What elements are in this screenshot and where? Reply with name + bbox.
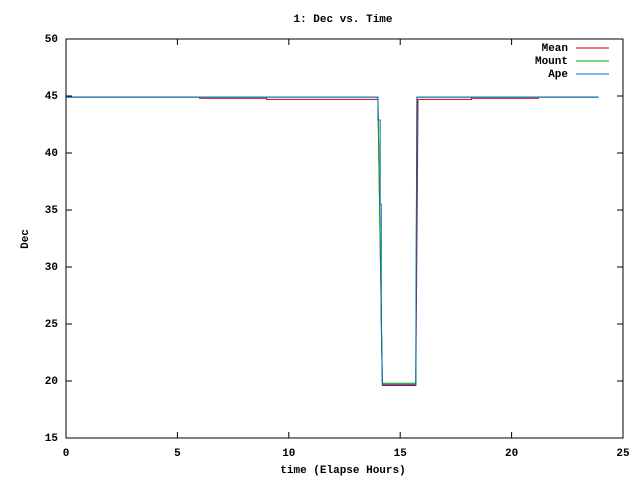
x-tick-label: 5 xyxy=(174,448,181,460)
series-line xyxy=(66,96,599,385)
x-tick-label: 20 xyxy=(505,448,518,460)
chart-title: 1: Dec vs. Time xyxy=(293,14,392,26)
plot-frame xyxy=(65,38,624,439)
x-tick-label: 25 xyxy=(616,448,630,460)
x-tick-label: 0 xyxy=(63,448,70,460)
x-axis-label: time (Elapse Hours) xyxy=(280,465,405,477)
legend-label: Mean xyxy=(542,43,568,55)
legend-label: Ape xyxy=(548,69,568,81)
y-tick-label: 20 xyxy=(45,376,58,388)
series-line xyxy=(66,96,599,387)
y-tick-label: 45 xyxy=(45,91,59,103)
x-tick-label: 15 xyxy=(394,448,408,460)
y-tick-label: 50 xyxy=(45,34,58,46)
y-axis-label: Dec xyxy=(20,229,32,249)
y-tick-label: 15 xyxy=(45,433,59,445)
y-tick-label: 25 xyxy=(45,319,59,331)
y-tick-label: 30 xyxy=(45,262,58,274)
y-tick-label: 40 xyxy=(45,148,58,160)
x-tick-label: 10 xyxy=(282,448,295,460)
legend-label: Mount xyxy=(535,56,568,68)
y-tick-label: 35 xyxy=(45,205,59,217)
